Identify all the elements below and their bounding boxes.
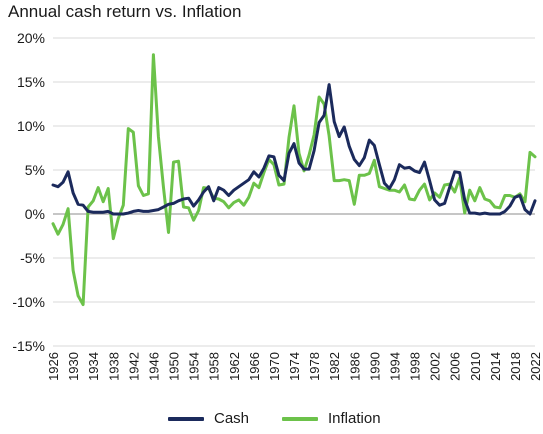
x-tick-label: 1962 (227, 352, 242, 381)
x-tick-label: 1930 (66, 352, 81, 381)
x-tick-label: 1974 (287, 352, 302, 381)
y-tick-label: 10% (17, 118, 45, 134)
x-axis-ticks: 1926 1930 1934 1938 1942 1946 1950 1954 1958 1962… (46, 352, 543, 381)
x-tick-label: 1978 (307, 352, 322, 381)
x-tick-label: 1982 (327, 352, 342, 381)
x-tick-label: 1950 (167, 352, 182, 381)
series-lines (51, 53, 537, 307)
x-tick-label: 1958 (207, 352, 222, 381)
y-tick-label: 15% (17, 74, 45, 90)
legend-swatch-inflation (282, 416, 318, 421)
x-tick-label: 2022 (528, 352, 543, 381)
y-tick-label: -5% (20, 250, 45, 266)
y-tick-label: -15% (12, 338, 45, 354)
legend-item-cash: Cash (168, 410, 249, 427)
legend-label-cash: Cash (214, 410, 250, 427)
x-tick-label: 1942 (126, 352, 141, 381)
y-axis-ticks: 20% 15% 10% 5% 0% -5% -10% -15% (12, 30, 45, 354)
x-tick-label: 1966 (247, 352, 262, 381)
chart-title: Annual cash return vs. Inflation (8, 2, 242, 21)
x-tick-label: 1938 (106, 352, 121, 381)
x-tick-label: 2018 (508, 352, 523, 381)
x-tick-label: 1946 (146, 352, 161, 381)
line-chart: 20% 15% 10% 5% 0% -5% -10% -15% 1926 1930 1934 193… (12, 30, 543, 381)
y-tick-label: 0% (25, 206, 45, 222)
x-tick-label: 1934 (86, 352, 101, 381)
y-tick-label: 20% (17, 30, 45, 46)
x-tick-label: 1998 (408, 352, 423, 381)
x-tick-label: 1990 (367, 352, 382, 381)
series-line-inflation (51, 53, 537, 307)
gridlines (53, 37, 535, 347)
x-tick-label: 2006 (448, 352, 463, 381)
x-tick-label: 1970 (267, 352, 282, 381)
x-tick-label: 2002 (428, 352, 443, 381)
x-tick-label: 2014 (488, 352, 503, 381)
x-tick-label: 2010 (468, 352, 483, 381)
y-tick-label: -10% (12, 294, 45, 310)
x-tick-label: 1986 (347, 352, 362, 381)
x-tick-label: 1994 (387, 352, 402, 381)
legend: Cash Inflation (0, 410, 543, 434)
legend-swatch-cash (168, 416, 204, 421)
legend-label-inflation: Inflation (328, 410, 381, 427)
x-tick-label: 1954 (187, 352, 202, 381)
legend-item-inflation: Inflation (282, 410, 381, 427)
series-line-cash (51, 83, 537, 216)
x-tick-label: 1926 (46, 352, 61, 381)
y-tick-label: 5% (25, 162, 45, 178)
